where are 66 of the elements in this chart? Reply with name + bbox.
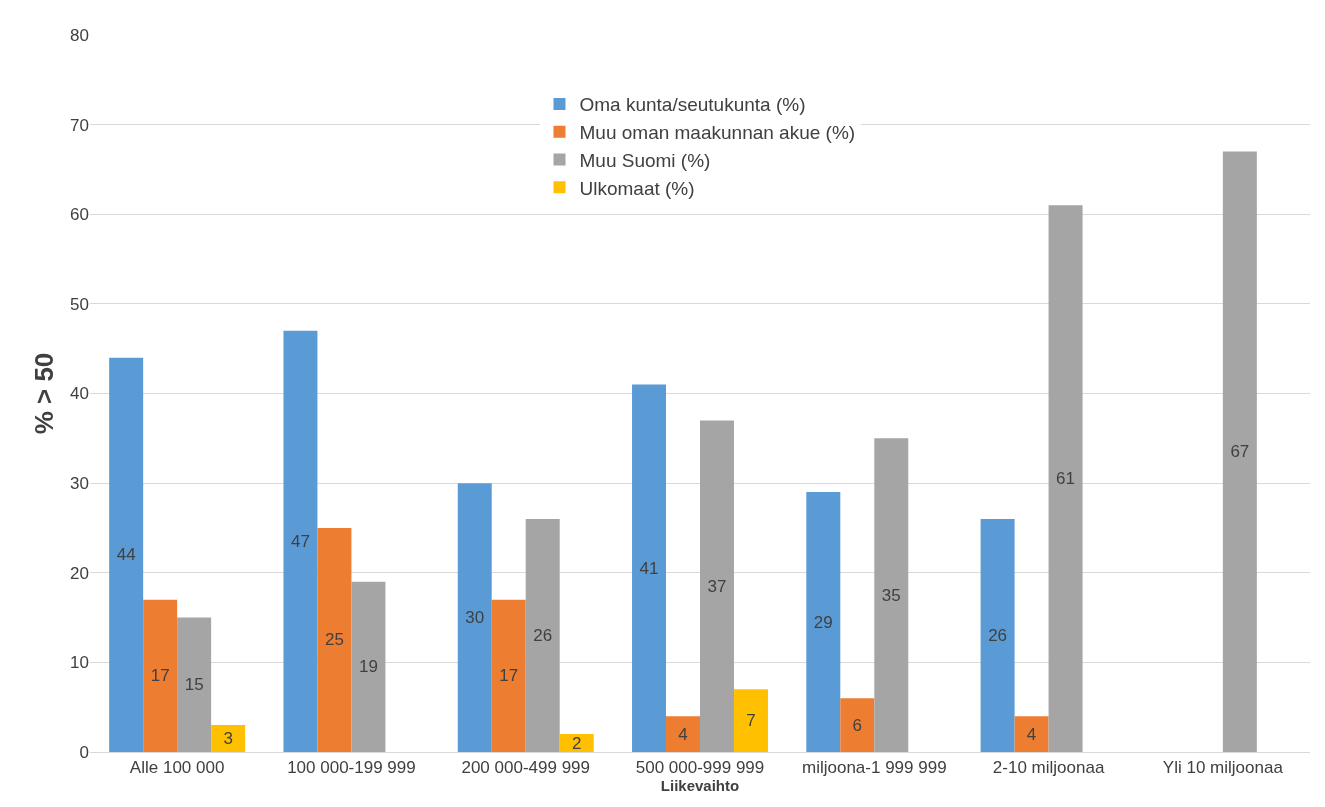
data-label: 4 <box>678 724 688 744</box>
y-tick-label: 20 <box>70 563 89 583</box>
data-label: 17 <box>499 666 519 686</box>
x-tick-label: 100 000-199 999 <box>287 758 416 778</box>
bar <box>806 492 841 752</box>
bar <box>457 483 492 752</box>
legend-label: Oma kunta/seutukunta (%) <box>579 94 806 116</box>
data-label: 61 <box>1056 469 1076 489</box>
data-label: 47 <box>290 531 310 551</box>
data-label: 7 <box>746 711 756 731</box>
bar <box>840 698 875 752</box>
bar <box>491 599 526 752</box>
x-tick-label: Alle 100 000 <box>129 758 225 778</box>
bar <box>109 357 144 752</box>
y-tick-label: 70 <box>70 115 89 135</box>
data-label: 26 <box>533 625 553 645</box>
bar <box>211 725 246 752</box>
data-label: 17 <box>150 666 170 686</box>
bar <box>1014 716 1049 752</box>
data-label: 15 <box>184 675 204 695</box>
y-tick-label: 60 <box>70 205 89 225</box>
bar <box>666 716 700 752</box>
bar <box>559 734 594 752</box>
data-label: 6 <box>852 715 863 735</box>
x-axis-title: Liikevaihto <box>660 777 740 795</box>
data-label: 41 <box>639 558 659 578</box>
data-label: 44 <box>116 545 136 565</box>
legend-label: Ulkomaat (%) <box>579 177 695 199</box>
bar <box>1048 205 1083 752</box>
bar <box>143 599 178 752</box>
data-label: 19 <box>358 657 378 677</box>
data-label: 30 <box>465 608 485 628</box>
bar <box>700 420 734 752</box>
data-label: 67 <box>1230 442 1250 462</box>
data-label: 4 <box>1026 724 1037 744</box>
x-tick-label: 2-10 miljoonaa <box>992 758 1105 778</box>
legend-label: Muu oman maakunnan akue (%) <box>579 122 856 144</box>
bar <box>351 581 386 752</box>
bar <box>525 518 560 752</box>
bar <box>874 438 909 752</box>
data-label: 29 <box>813 612 833 632</box>
legend-label: Muu Suomi (%) <box>579 149 711 171</box>
bar <box>1222 151 1257 752</box>
y-tick-label: 10 <box>70 653 89 673</box>
y-axis-title: % > 50 <box>29 352 60 435</box>
x-tick-label: 500 000-999 999 <box>635 758 765 778</box>
x-tick-label: miljoona-1 999 999 <box>801 758 947 778</box>
y-tick-label: 50 <box>70 294 89 314</box>
data-label: 35 <box>881 585 901 605</box>
data-label: 3 <box>223 729 233 749</box>
bar <box>632 384 667 752</box>
x-tick-label: 200 000-499 999 <box>461 758 590 778</box>
bar <box>283 330 318 752</box>
y-tick-label: 80 <box>70 25 89 45</box>
x-tick-label: Yli 10 miljoonaa <box>1162 758 1284 778</box>
bar <box>980 518 1015 752</box>
data-label: 37 <box>707 576 727 596</box>
y-tick-label: 40 <box>70 384 89 404</box>
data-label: 25 <box>324 630 344 650</box>
bar <box>177 617 212 752</box>
y-tick-label: 30 <box>70 474 89 494</box>
bar <box>733 689 768 752</box>
y-tick-label: 0 <box>79 742 89 762</box>
bar <box>317 527 352 752</box>
data-label: 2 <box>571 733 582 753</box>
data-label: 26 <box>988 625 1008 645</box>
